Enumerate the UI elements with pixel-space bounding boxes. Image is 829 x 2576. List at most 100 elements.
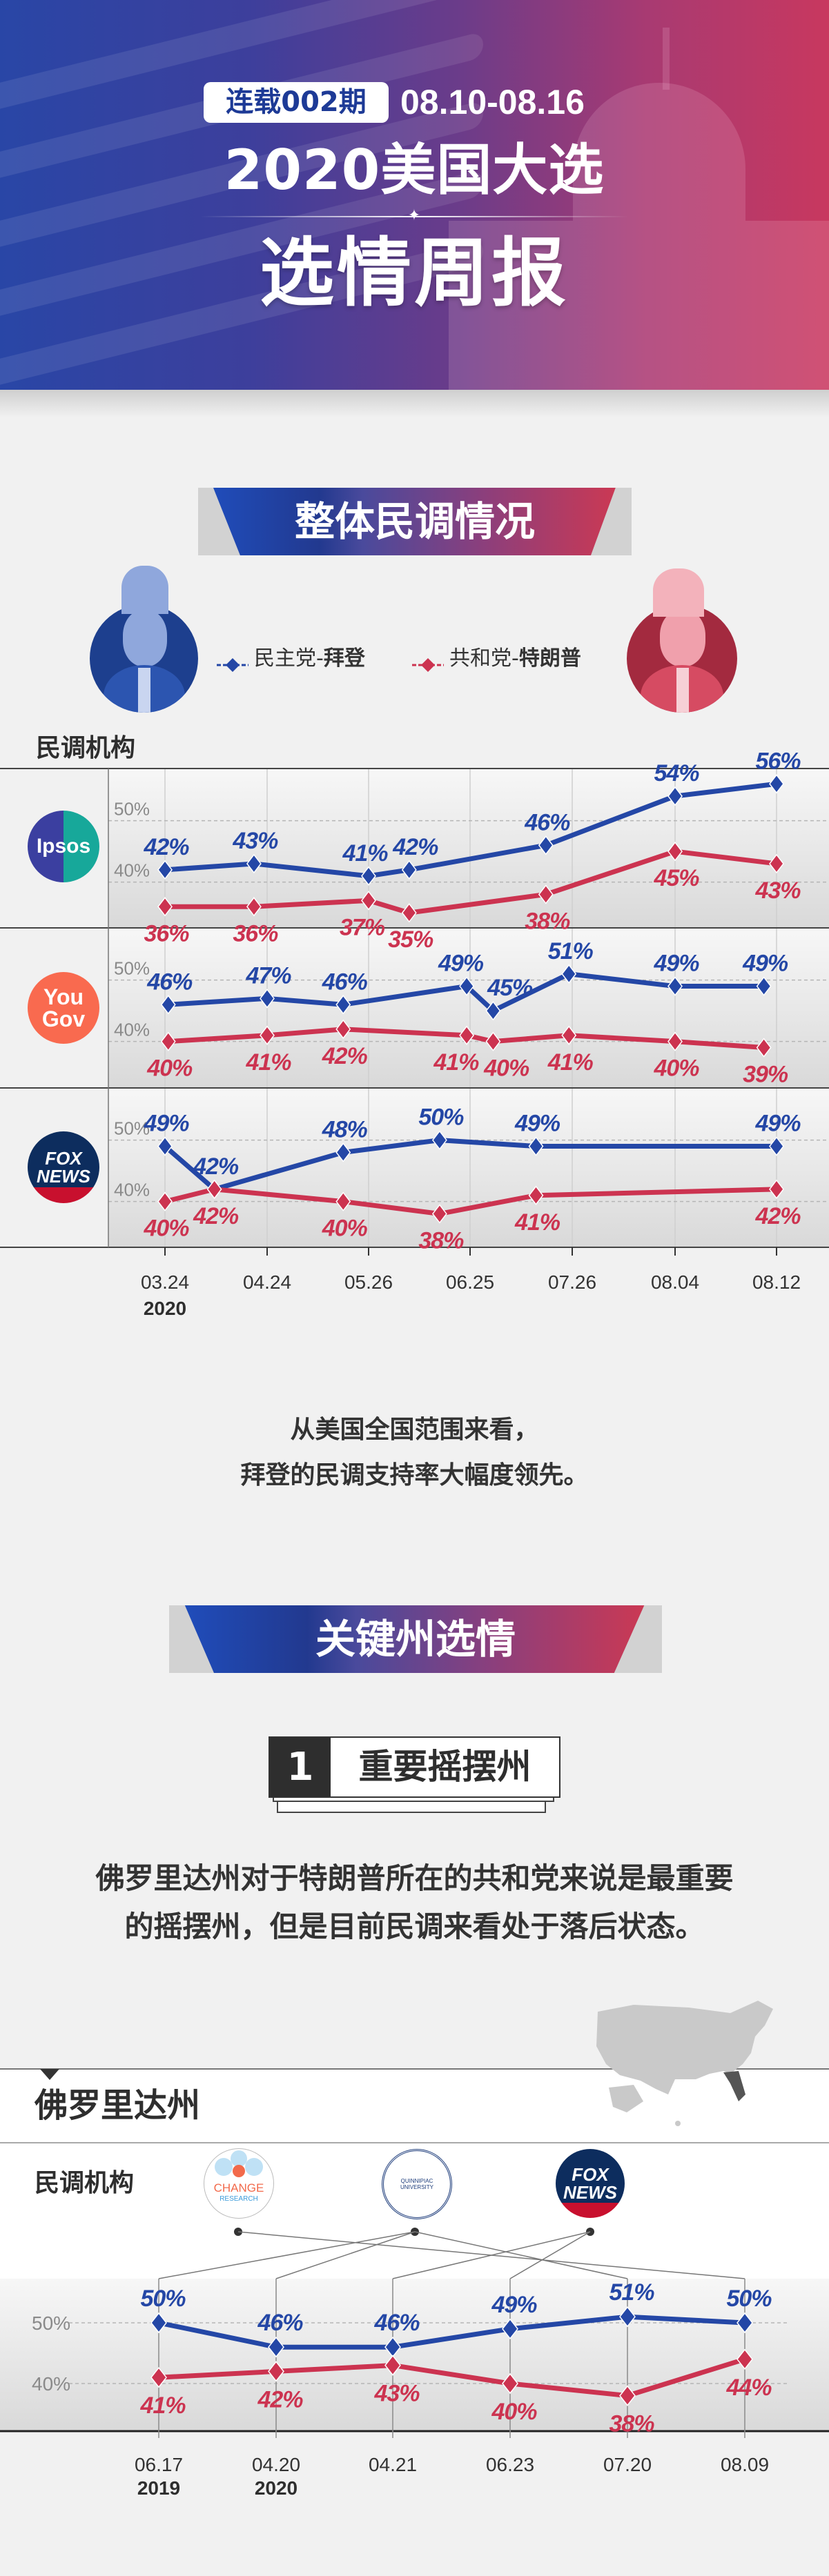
- data-label: 41%: [433, 1049, 479, 1076]
- data-point-diamond: [459, 976, 475, 996]
- yougov-logo: You Gov: [28, 972, 99, 1044]
- data-point-diamond: [160, 995, 176, 1015]
- data-point-diamond: [667, 786, 683, 806]
- data-label: 49%: [754, 1111, 801, 1137]
- data-label: 46%: [524, 809, 570, 835]
- quinnipiac-logo-text: QUINNIPIAC UNIVERSITY: [400, 2178, 433, 2190]
- issue-badge: 连载002期: [204, 82, 389, 123]
- data-label: 43%: [754, 878, 801, 904]
- data-label: 43%: [373, 2381, 420, 2407]
- subsection-heading: 1 重要摇摆州: [269, 1736, 560, 1798]
- data-label: 40%: [143, 1216, 189, 1242]
- y-tick-label: 40%: [32, 2373, 70, 2395]
- data-label: 40%: [322, 1216, 368, 1242]
- data-label: 42%: [193, 1153, 239, 1180]
- data-point-diamond: [619, 2306, 636, 2328]
- x-tick-label: 06.25: [446, 1271, 494, 1293]
- head-shape: [660, 610, 705, 666]
- data-point-diamond: [384, 2355, 401, 2376]
- y-tick-label: 50%: [114, 958, 150, 979]
- data-label: 50%: [726, 2286, 772, 2312]
- data-point-diamond: [260, 1025, 275, 1045]
- change-research-logo: CHANGE RESEARCH: [204, 2148, 274, 2219]
- x-year-label: 2019: [137, 2477, 180, 2499]
- data-label: 56%: [755, 748, 801, 774]
- section-title: 整体民调情况: [294, 498, 535, 545]
- data-point-diamond: [769, 774, 784, 794]
- change-logo-subtext: RESEARCH: [220, 2194, 258, 2203]
- legend-candidate: 特朗普: [518, 646, 581, 671]
- data-point-diamond: [431, 1204, 447, 1224]
- fox-news-logo: FOX NEWS: [556, 2149, 625, 2218]
- data-point-diamond: [401, 902, 417, 923]
- x-year-label: 2020: [255, 2477, 298, 2499]
- data-point-diamond: [361, 866, 376, 886]
- diamond-line-icon: [217, 652, 248, 672]
- data-label: 35%: [388, 927, 433, 953]
- y-tick-label: 40%: [114, 1020, 150, 1040]
- pollster-connector: [509, 2231, 591, 2279]
- y-tick-label: 50%: [32, 2312, 70, 2334]
- data-label: 42%: [322, 1043, 368, 1069]
- data-point-diamond: [206, 1179, 222, 1200]
- diamond-line-icon: [412, 652, 444, 672]
- biden-head: [121, 566, 168, 614]
- legend-item-trump: 共和党- 特朗普: [412, 645, 581, 673]
- chart-panel-bg: [108, 1088, 829, 1247]
- biden-photo: [90, 604, 198, 713]
- data-point-diamond: [769, 1136, 784, 1156]
- data-label: 46%: [322, 969, 368, 995]
- x-tick-label: 08.09: [721, 2454, 769, 2475]
- data-label: 49%: [438, 951, 484, 977]
- data-point-diamond: [335, 1191, 351, 1211]
- data-label: 42%: [193, 1203, 239, 1229]
- capitol-dome: [573, 83, 745, 221]
- x-tick-label: 06.23: [486, 2454, 534, 2475]
- data-label: 36%: [144, 920, 189, 947]
- data-point-diamond: [561, 1025, 577, 1045]
- data-point-diamond: [401, 860, 417, 880]
- data-point-diamond: [737, 2312, 753, 2334]
- data-point-diamond: [246, 853, 262, 874]
- panel-labels: 46% 47% 46%49%45%51% 49% 49%40% 41% 42% 41% 40% 4…: [146, 938, 789, 1088]
- yougov-logo-text: You: [43, 984, 84, 1009]
- data-point-diamond: [150, 2312, 167, 2334]
- chart-panel-bg: [108, 928, 829, 1087]
- y-tick-label: 50%: [114, 1118, 150, 1139]
- data-label: 49%: [653, 951, 699, 977]
- data-label: 40%: [653, 1056, 699, 1082]
- change-logo-text: CHANGE: [213, 2181, 264, 2194]
- y-tick-label: 50%: [114, 799, 150, 820]
- chart-panel-bg: [0, 2279, 829, 2431]
- header-banner: 连载002期 08.10-08.16 2020美国大选 ✦ 选情周报: [0, 0, 829, 390]
- data-point-diamond: [561, 964, 577, 984]
- bubbles-icon: [233, 2164, 245, 2177]
- x-tick-label: 04.21: [369, 2454, 417, 2475]
- summary-line-1: 从美国全国范围来看，: [290, 1416, 539, 1444]
- x-tick-label: 08.04: [651, 1271, 699, 1293]
- quinnipiac-logo: QUINNIPIAC UNIVERSITY: [382, 2149, 452, 2219]
- data-point-diamond: [769, 1179, 784, 1200]
- data-label: 46%: [373, 2310, 420, 2336]
- data-label: 45%: [487, 975, 533, 1001]
- data-label: 48%: [322, 1116, 368, 1142]
- x-tick-label: 07.26: [548, 1271, 596, 1293]
- head-shape: [123, 610, 167, 666]
- pollster-connector: [237, 2231, 745, 2279]
- data-point-diamond: [538, 884, 554, 904]
- title-line1: 2020美国大选: [224, 138, 605, 202]
- data-label: 46%: [146, 969, 193, 995]
- data-label: 50%: [140, 2286, 186, 2312]
- pollster-label: 民调机构: [35, 2169, 135, 2197]
- data-label: 41%: [547, 1049, 594, 1076]
- series-line-trump: [168, 1027, 764, 1051]
- state-name: 佛罗里达州: [35, 2086, 201, 2125]
- data-point-diamond: [459, 1025, 475, 1045]
- capitol-building: [449, 221, 829, 390]
- data-label: 44%: [725, 2375, 772, 2401]
- data-label: 36%: [233, 920, 278, 947]
- ipsos-logo-text: Ipsos: [36, 835, 91, 858]
- series-line-biden: [168, 971, 764, 1013]
- shirt-shape: [138, 668, 150, 713]
- x-tick-label: 08.12: [752, 1271, 801, 1293]
